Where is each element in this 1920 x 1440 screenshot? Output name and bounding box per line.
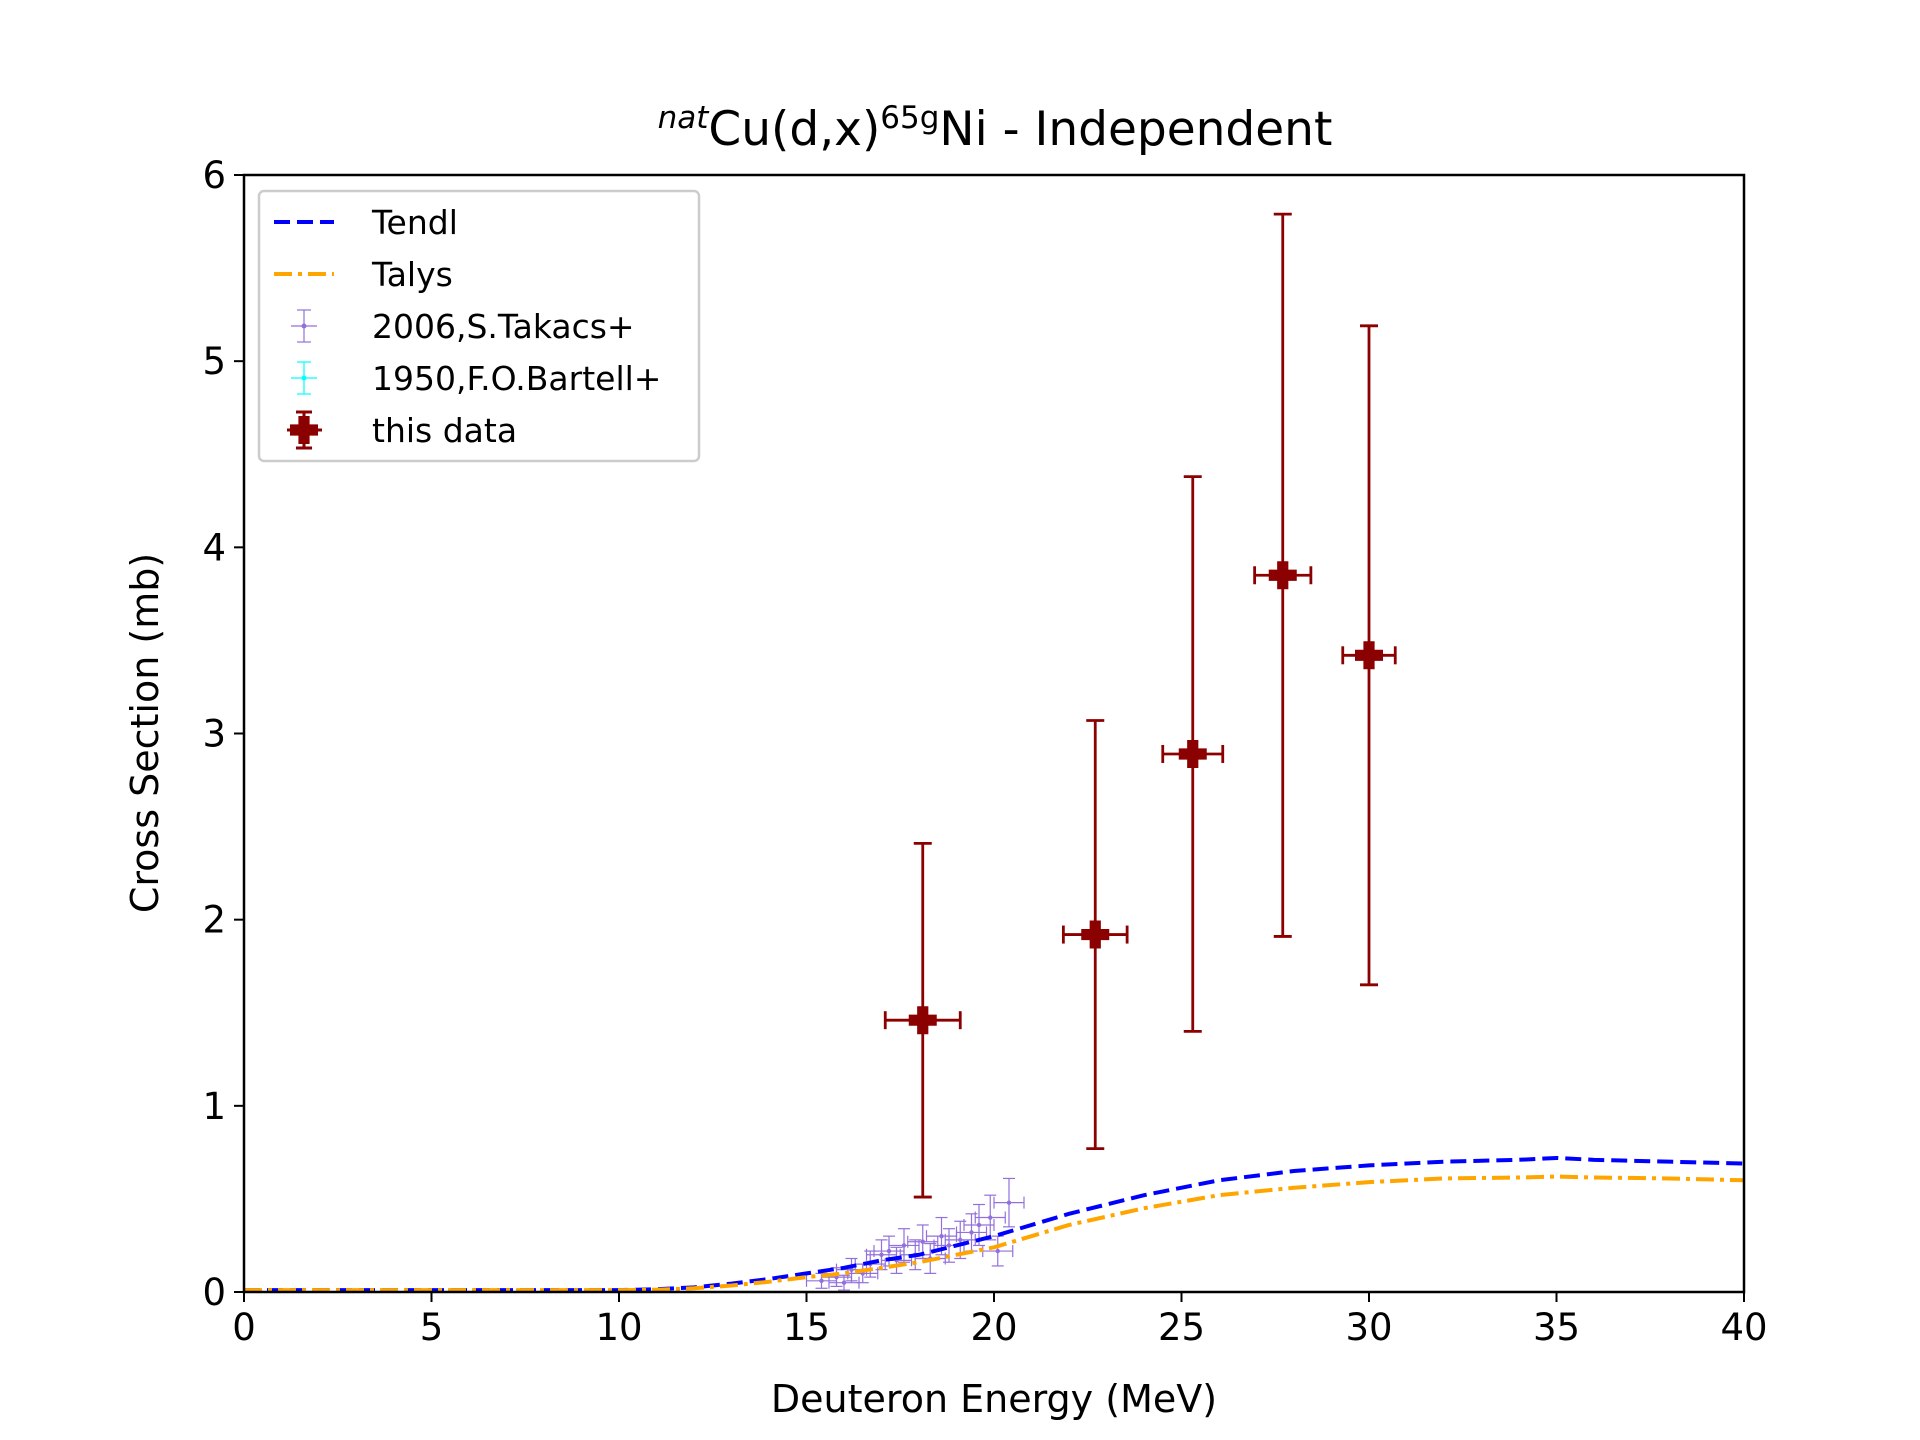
y-tick-label: 1 bbox=[202, 1085, 226, 1128]
chart-title-prefix-sup: nat bbox=[658, 100, 711, 136]
this-data-point bbox=[1253, 212, 1313, 938]
legend-label: 2006,S.Takacs+ bbox=[372, 307, 635, 346]
y-tick-label: 5 bbox=[202, 340, 226, 383]
y-tick-label: 4 bbox=[202, 526, 226, 569]
series-2-marker bbox=[969, 1230, 974, 1235]
series-2-marker bbox=[946, 1243, 952, 1248]
this-data-marker bbox=[908, 1006, 937, 1035]
this-data-marker bbox=[1268, 561, 1297, 590]
x-tick-label: 30 bbox=[1345, 1306, 1392, 1349]
series-2-marker bbox=[901, 1243, 907, 1248]
x-tick-label: 10 bbox=[595, 1306, 642, 1349]
y-tick-label: 2 bbox=[202, 899, 226, 942]
series-2-marker bbox=[939, 1233, 944, 1239]
series-2-marker bbox=[1006, 1200, 1012, 1205]
this-data-marker bbox=[1081, 920, 1110, 949]
plot-area bbox=[244, 212, 1745, 1293]
chart-title: natCu(d,x)65gNi - Independent bbox=[658, 100, 1333, 157]
legend-entry: Tendl bbox=[274, 203, 458, 242]
series-2-point bbox=[974, 1194, 1006, 1241]
series-2-point bbox=[933, 1228, 965, 1263]
x-tick-label: 35 bbox=[1533, 1306, 1580, 1349]
legend-box bbox=[257, 189, 701, 463]
series-2-point bbox=[888, 1228, 920, 1263]
legend-swatch-marker bbox=[301, 323, 307, 329]
x-axis-label: Deuteron Energy (MeV) bbox=[771, 1377, 1217, 1421]
series-2-marker bbox=[958, 1237, 963, 1243]
series-2-marker bbox=[841, 1280, 847, 1285]
series-2-marker bbox=[920, 1239, 925, 1244]
series-2-point bbox=[925, 1216, 958, 1256]
series-line-talys bbox=[244, 1174, 1745, 1293]
this-data-point bbox=[1161, 475, 1225, 1033]
this-data-point bbox=[1341, 324, 1397, 987]
y-axis: 0 1 2 3 4 5 6 bbox=[202, 154, 244, 1314]
this-data-point bbox=[1061, 719, 1129, 1151]
this-data-marker bbox=[1355, 641, 1383, 670]
chart-title-part2: Ni - Independent bbox=[939, 102, 1332, 157]
legend-label: this data bbox=[372, 411, 517, 450]
series-2-marker bbox=[995, 1248, 1000, 1254]
legend-label: 1950,F.O.Bartell+ bbox=[372, 359, 661, 398]
y-tick-label: 6 bbox=[202, 154, 226, 197]
series-2-marker bbox=[988, 1215, 993, 1220]
x-tick-label: 0 bbox=[232, 1306, 256, 1349]
this-data-marker bbox=[1178, 739, 1207, 768]
series-2-marker bbox=[976, 1222, 982, 1228]
y-tick-label: 3 bbox=[202, 713, 226, 756]
x-tick-label: 5 bbox=[420, 1306, 444, 1349]
x-tick-label: 15 bbox=[783, 1306, 830, 1349]
series-2-point bbox=[993, 1177, 1025, 1228]
legend-entry: this data bbox=[287, 410, 517, 450]
this-data-point bbox=[883, 841, 962, 1199]
legend-entry: Talys bbox=[274, 255, 453, 294]
y-tick-label: 0 bbox=[202, 1271, 226, 1314]
x-tick-label: 20 bbox=[970, 1306, 1017, 1349]
chart-title-sup2: 65g bbox=[880, 100, 939, 136]
legend-entry: 1950,F.O.Bartell+ bbox=[291, 359, 661, 398]
legend: Tendl Talys 2006,S.Takacs+ 1950,F.O.Bartell… bbox=[257, 189, 701, 463]
chart-title-part1: Cu(d,x) bbox=[708, 102, 880, 157]
legend-swatch-marker bbox=[301, 375, 307, 381]
series-2-point bbox=[982, 1235, 1014, 1267]
x-tick-label: 25 bbox=[1158, 1306, 1205, 1349]
legend-entry: 2006,S.Takacs+ bbox=[291, 307, 635, 346]
legend-label: Talys bbox=[371, 255, 453, 294]
legend-label: Tendl bbox=[371, 203, 458, 242]
x-tick-label: 40 bbox=[1720, 1306, 1767, 1349]
legend-swatch-marker bbox=[290, 416, 318, 444]
y-axis-label: Cross Section (mb) bbox=[123, 553, 167, 913]
x-axis: 0 5 10 15 20 25 30 35 40 bbox=[232, 1292, 1768, 1349]
